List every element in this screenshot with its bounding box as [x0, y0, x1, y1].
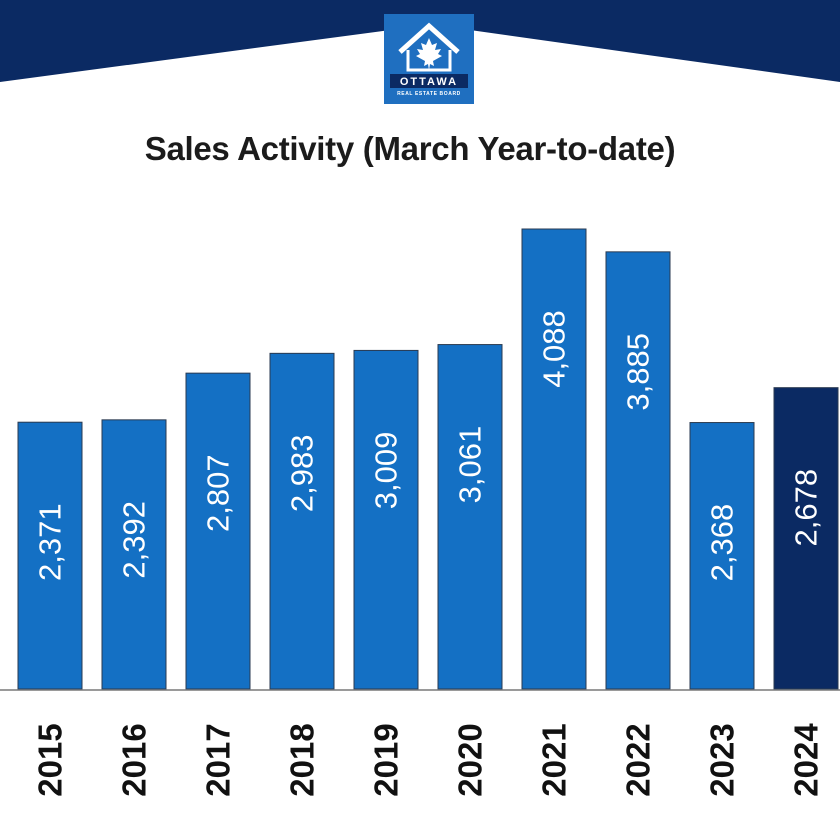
- ottawa-real-estate-board-logo: OTTAWA REAL ESTATE BOARD: [384, 14, 474, 104]
- x-tick-label-2015: 2015: [32, 723, 69, 796]
- bar-2019: [353, 349, 419, 690]
- logo-subtitle: REAL ESTATE BOARD: [397, 91, 461, 97]
- logo-name: OTTAWA: [399, 76, 459, 88]
- x-tick-label-2023: 2023: [704, 723, 741, 796]
- header-banner-shape: [0, 0, 840, 82]
- bar-2020: [437, 344, 503, 690]
- chart-title: Sales Activity (March Year-to-date): [144, 130, 676, 167]
- bar-2017: [185, 372, 251, 690]
- x-tick-label-2016: 2016: [116, 723, 153, 796]
- bar-value-label-2024: 2,678: [789, 469, 824, 547]
- bar-value-label-2022: 3,885: [621, 333, 656, 411]
- x-tick-label-2018: 2018: [284, 723, 321, 796]
- maple-leaf-house-icon: [384, 14, 474, 104]
- x-tick-label-2021: 2021: [536, 723, 573, 796]
- bar-2022: [605, 251, 671, 690]
- bar-value-label-2015: 2,371: [33, 503, 68, 581]
- bar-value-label-2023: 2,368: [705, 504, 740, 582]
- bar-value-label-2016: 2,392: [117, 501, 152, 579]
- bar-2024: [773, 387, 839, 690]
- x-tick-label-2024: 2024: [788, 723, 825, 797]
- x-tick-label-2019: 2019: [368, 723, 405, 796]
- bar-value-label-2021: 4,088: [537, 310, 572, 388]
- x-tick-label-2020: 2020: [452, 723, 489, 796]
- bar-2023: [689, 422, 755, 690]
- bar-value-label-2019: 3,009: [369, 432, 404, 510]
- x-tick-label-2017: 2017: [200, 723, 237, 796]
- x-tick-label-2022: 2022: [620, 723, 657, 796]
- bar-value-label-2018: 2,983: [285, 435, 320, 513]
- bar-2021: [521, 228, 587, 690]
- bar-2015: [17, 421, 83, 690]
- bar-value-label-2017: 2,807: [201, 454, 236, 532]
- bar-value-label-2020: 3,061: [453, 426, 488, 504]
- header-banner: [0, 0, 840, 82]
- bar-2018: [269, 352, 335, 690]
- bar-2016: [101, 419, 167, 690]
